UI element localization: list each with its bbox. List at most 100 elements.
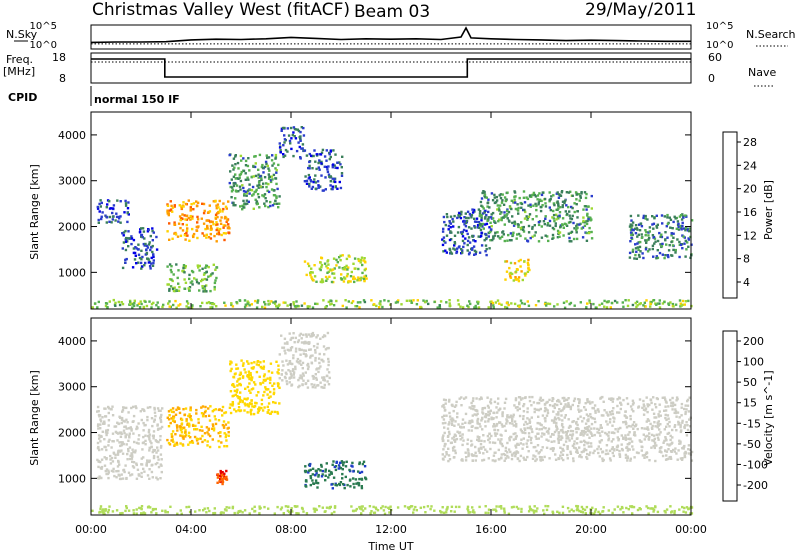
power-cell-0 [222,224,225,227]
power-cell-4 [117,215,120,219]
velocity-cell-3 [151,476,154,479]
velocity-cell-1 [277,382,280,386]
velocity-cell-6 [580,450,583,454]
power-cell-5 [148,265,152,268]
power-cell-6 [166,265,169,268]
velocity-cell-7 [360,512,363,515]
power-cell-0 [214,199,217,203]
power-cell-4 [108,200,111,203]
power-cell-1 [246,176,249,179]
velocity-cell-6 [666,432,669,435]
power-cell-0 [218,227,222,231]
velocity-cell-6 [476,422,479,425]
velocity-cell-5 [341,472,344,476]
power-cell-9 [523,208,526,212]
power-cell-9 [582,208,585,211]
power-cell-5 [121,266,125,270]
velocity-cell-5 [309,483,312,487]
power-cell-9 [489,221,492,224]
velocity-cell-6 [505,422,508,425]
velocity-cell-3 [160,444,163,448]
velocity-cell-7 [471,506,474,509]
velocity-cell-7 [445,508,448,511]
velocity-cell-5 [311,473,314,476]
velocity-cell-6 [654,416,658,419]
power-cell-9 [497,220,500,223]
velocity-cell-7 [412,511,415,514]
velocity-cell-6 [673,424,677,427]
velocity-cell-1 [249,409,253,412]
power-cell-8 [442,227,445,231]
velocity-cell-2 [314,356,317,360]
velocity-cell-2 [288,349,291,352]
velocity-cell-6 [499,421,502,424]
velocity-cell-6 [453,449,457,452]
velocity-cell-1 [231,402,235,406]
time-tick-label: 12:00 [375,523,407,536]
power-cell-9 [557,204,560,208]
velocity-cell-6 [535,408,538,411]
velocity-cell-6 [596,431,599,434]
power-cell-7 [352,275,355,279]
velocity-cell-6 [569,452,573,455]
velocity-cell-7 [248,512,251,515]
power-cell-12 [295,300,298,303]
velocity-cell-6 [569,407,572,411]
power-cell-12 [162,303,165,307]
velocity-cell-3 [130,406,133,410]
velocity-cell-0 [167,418,171,421]
power-cell-9 [485,196,488,199]
velocity-cell-7 [520,507,523,511]
velocity-cell-0 [167,410,171,413]
power-cell-3 [336,187,339,190]
velocity-cell-6 [517,396,521,399]
velocity-cell-6 [494,451,497,454]
power-cell-9 [558,215,561,219]
velocity-cell-0 [226,427,229,430]
power-cell-8 [466,239,470,243]
velocity-cell-3 [99,423,102,426]
velocity-cell-3 [99,476,102,480]
power-cell-4 [119,215,122,218]
power-cell-7 [326,277,329,281]
power-cell-11 [664,254,667,257]
power-cell-0 [185,218,189,221]
power-cell-9 [576,210,579,213]
power-cell-1 [232,184,236,188]
velocity-cell-1 [252,381,256,384]
power-cell-12 [292,303,296,306]
velocity-cell-7 [412,508,416,511]
velocity-cell-7 [602,506,605,509]
power-cell-12 [534,304,538,307]
power-cell-9 [570,230,574,234]
velocity-cell-6 [514,437,517,440]
power-cell-6 [209,289,212,293]
power-cell-0 [224,224,227,227]
power-cell-0 [173,205,176,208]
power-cell-1 [260,178,263,182]
velocity-cell-6 [658,447,662,450]
power-cell-12 [359,301,362,304]
velocity-cell-6 [593,427,596,430]
velocity-cell-1 [262,378,266,382]
power-cell-12 [397,299,400,302]
velocity-cell-1 [264,387,268,391]
velocity-cell-7 [258,505,261,508]
power-cell-5 [135,247,138,250]
power-cell-12 [161,305,164,309]
power-cell-12 [473,306,476,309]
velocity-cell-0 [194,424,197,428]
power-cell-8 [455,251,458,255]
velocity-colorbar-tick-label: -200 [743,479,768,492]
velocity-cell-6 [640,427,644,430]
power-cell-3 [334,180,337,184]
velocity-cell-4 [219,474,222,478]
velocity-cell-3 [111,440,114,443]
velocity-cell-7 [690,512,694,515]
velocity-cell-6 [684,451,687,455]
power-cell-12 [649,305,652,308]
velocity-cell-6 [468,406,471,409]
power-cell-9 [575,228,578,232]
power-cell-3 [314,174,317,177]
